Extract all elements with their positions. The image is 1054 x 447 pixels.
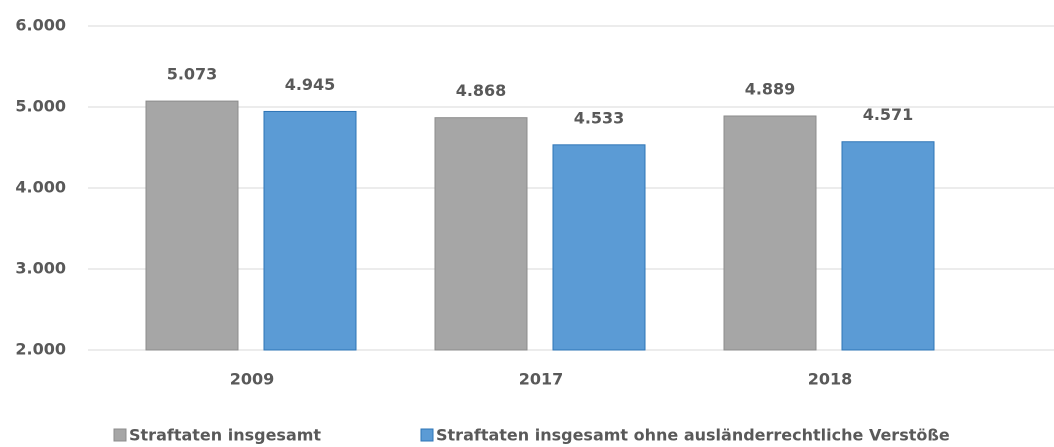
bar bbox=[841, 141, 935, 351]
legend-label: Straftaten insgesamt ohne ausländerrecht… bbox=[436, 426, 950, 445]
value-label: 4.868 bbox=[456, 81, 507, 100]
bar bbox=[552, 144, 646, 351]
x-tick-label: 2009 bbox=[230, 370, 275, 389]
value-label: 4.571 bbox=[863, 105, 914, 124]
value-label: 4.533 bbox=[574, 108, 625, 127]
y-tick-label: 3.000 bbox=[15, 259, 66, 278]
legend-label: Straftaten insgesamt bbox=[129, 426, 321, 445]
y-tick-label: 6.000 bbox=[15, 16, 66, 35]
value-label: 5.073 bbox=[167, 65, 218, 84]
bar bbox=[145, 100, 239, 351]
x-tick-label: 2018 bbox=[808, 370, 853, 389]
bar bbox=[723, 115, 817, 351]
bar bbox=[263, 110, 357, 351]
bar bbox=[434, 117, 528, 351]
y-tick-label: 4.000 bbox=[15, 178, 66, 197]
y-tick-label: 2.000 bbox=[15, 340, 66, 359]
value-label: 4.889 bbox=[745, 79, 796, 98]
x-tick-label: 2017 bbox=[519, 370, 564, 389]
y-tick-label: 5.000 bbox=[15, 97, 66, 116]
legend-swatch bbox=[420, 428, 434, 442]
legend-swatch bbox=[113, 428, 127, 442]
value-label: 4.945 bbox=[285, 75, 336, 94]
